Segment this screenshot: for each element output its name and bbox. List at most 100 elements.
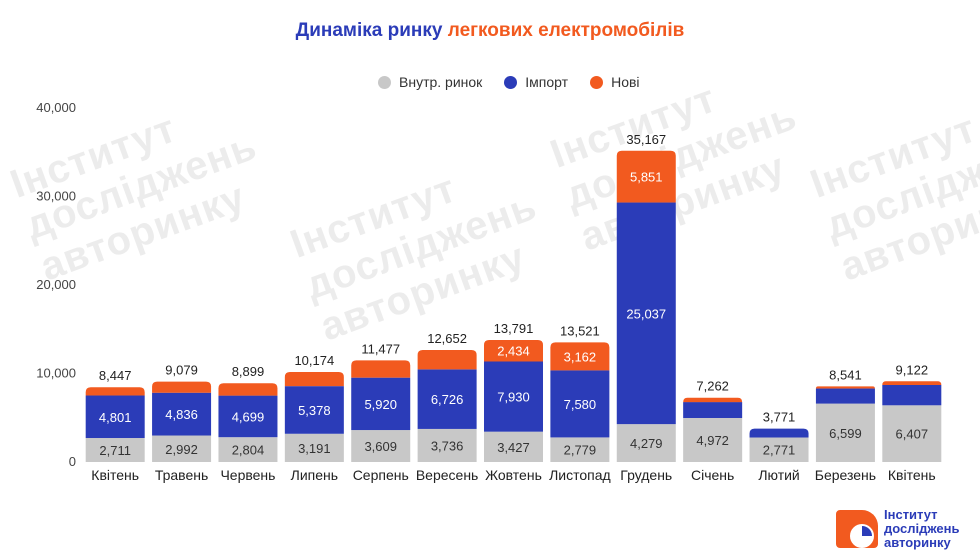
bar-segment — [683, 417, 743, 462]
y-tick-label: 20,000 — [36, 277, 76, 292]
total-label: 9,122 — [896, 362, 929, 377]
bar-segment — [85, 438, 145, 462]
bar-segment — [683, 402, 743, 418]
data-label: 2,804 — [232, 443, 265, 458]
legend-item-new: Нові — [590, 74, 640, 90]
total-label: 3,771 — [763, 410, 796, 425]
bar-segment — [284, 386, 344, 434]
y-tick-label: 0 — [69, 454, 76, 469]
total-label: 9,079 — [165, 363, 198, 378]
data-label: 2,711 — [99, 443, 131, 458]
data-label: 7,930 — [497, 390, 530, 405]
bar-segment — [683, 397, 743, 403]
data-label: 5,378 — [298, 403, 331, 418]
x-tick-label: Червень — [220, 467, 275, 483]
chart-legend: Внутр. ринок Імпорт Нові — [378, 74, 640, 90]
total-label: 11,477 — [361, 341, 400, 356]
legend-label-import: Імпорт — [525, 74, 569, 90]
bar-segment — [152, 392, 212, 436]
chart-title-part2: легкових електромобілів — [447, 20, 685, 41]
total-label: 7,262 — [696, 379, 729, 394]
bar-segment — [484, 361, 543, 432]
bar-segment — [284, 371, 344, 387]
x-tick-label: Липень — [291, 467, 338, 483]
legend-label-domestic: Внутр. ринок — [399, 74, 483, 90]
stacked-bar-chart: 0 10,000 20,000 30,000 40,000 2,711 4,801 8,447… — [36, 100, 942, 483]
bar-segment — [218, 395, 278, 438]
bar-segment — [85, 387, 145, 396]
total-label: 13,791 — [494, 321, 534, 336]
logo-pie-icon — [850, 524, 874, 548]
bar-segment — [616, 150, 676, 203]
bar-segment — [749, 437, 809, 462]
x-tick-label: Лютий — [758, 467, 799, 483]
bar-segment — [284, 433, 344, 462]
data-label: 6,726 — [431, 392, 464, 407]
data-label: 6,599 — [829, 426, 862, 441]
data-label: 2,992 — [165, 442, 198, 457]
legend-dot-domestic — [378, 75, 391, 89]
logo-text: Інститут досліджень авторинку — [884, 508, 960, 550]
x-tick-label: Квітень — [91, 467, 139, 483]
data-label: 2,434 — [497, 344, 530, 359]
data-label: 4,279 — [630, 436, 663, 451]
bar-segment — [351, 430, 411, 462]
bar-segment — [484, 339, 543, 362]
bar-segment — [815, 386, 875, 389]
x-tick-label: Вересень — [416, 467, 479, 483]
legend-label-new: Нові — [611, 74, 640, 90]
legend-item-import: Імпорт — [504, 74, 568, 90]
x-tick-label: Березень — [815, 467, 876, 483]
bar-segment — [351, 377, 411, 431]
data-label: 4,836 — [165, 407, 198, 422]
data-label: 3,191 — [298, 441, 331, 456]
bar-segment — [616, 424, 676, 462]
logo-line1: Інститут — [884, 507, 938, 522]
total-label: 8,899 — [232, 364, 265, 379]
chart-title: Динаміка ринку легкових електромобілів — [0, 20, 980, 42]
total-label: 8,447 — [99, 368, 132, 383]
x-tick-label: Серпень — [353, 467, 409, 483]
logo-line3: авторинку — [884, 535, 951, 550]
bar-segment — [550, 342, 610, 371]
institute-logo: Інститут досліджень авторинку — [836, 506, 976, 552]
bar-segment — [484, 431, 543, 462]
data-label: 3,162 — [564, 349, 597, 364]
y-tick-label: 10,000 — [36, 366, 76, 381]
data-label: 6,407 — [896, 427, 929, 442]
data-label: 7,580 — [564, 397, 597, 412]
logo-mark — [836, 510, 878, 548]
y-tick-label: 40,000 — [36, 100, 76, 115]
bar-segment — [815, 388, 875, 404]
x-tick-label: Жовтень — [485, 467, 542, 483]
logo-line2: досліджень — [884, 521, 960, 536]
bar-segment — [417, 369, 477, 429]
bar-segment — [351, 360, 411, 378]
bar-segment — [218, 383, 278, 396]
y-tick-label: 30,000 — [36, 189, 76, 204]
data-label: 4,801 — [99, 410, 132, 425]
bar-segment — [152, 435, 212, 462]
data-label: 4,699 — [232, 409, 265, 424]
data-label: 25,037 — [626, 306, 666, 321]
bar-segment — [882, 381, 942, 385]
total-label: 13,521 — [560, 323, 600, 338]
bar-segment — [550, 370, 610, 438]
data-label: 5,851 — [630, 170, 663, 185]
bar-segment — [616, 202, 676, 425]
legend-dot-new — [590, 75, 604, 89]
data-label: 2,779 — [564, 443, 597, 458]
total-label: 12,652 — [427, 331, 467, 346]
bar-segment — [417, 428, 477, 462]
data-label: 2,771 — [763, 443, 796, 458]
bar-segment — [749, 428, 809, 438]
x-tick-label: Січень — [691, 467, 734, 483]
total-label: 35,167 — [626, 132, 666, 147]
legend-dot-import — [504, 75, 518, 89]
legend-item-domestic: Внутр. ринок — [378, 74, 482, 90]
data-label: 4,972 — [696, 433, 729, 448]
total-label: 10,174 — [294, 353, 334, 368]
bar-segment — [550, 437, 610, 462]
data-label: 5,920 — [364, 397, 397, 412]
data-label: 3,736 — [431, 438, 464, 453]
